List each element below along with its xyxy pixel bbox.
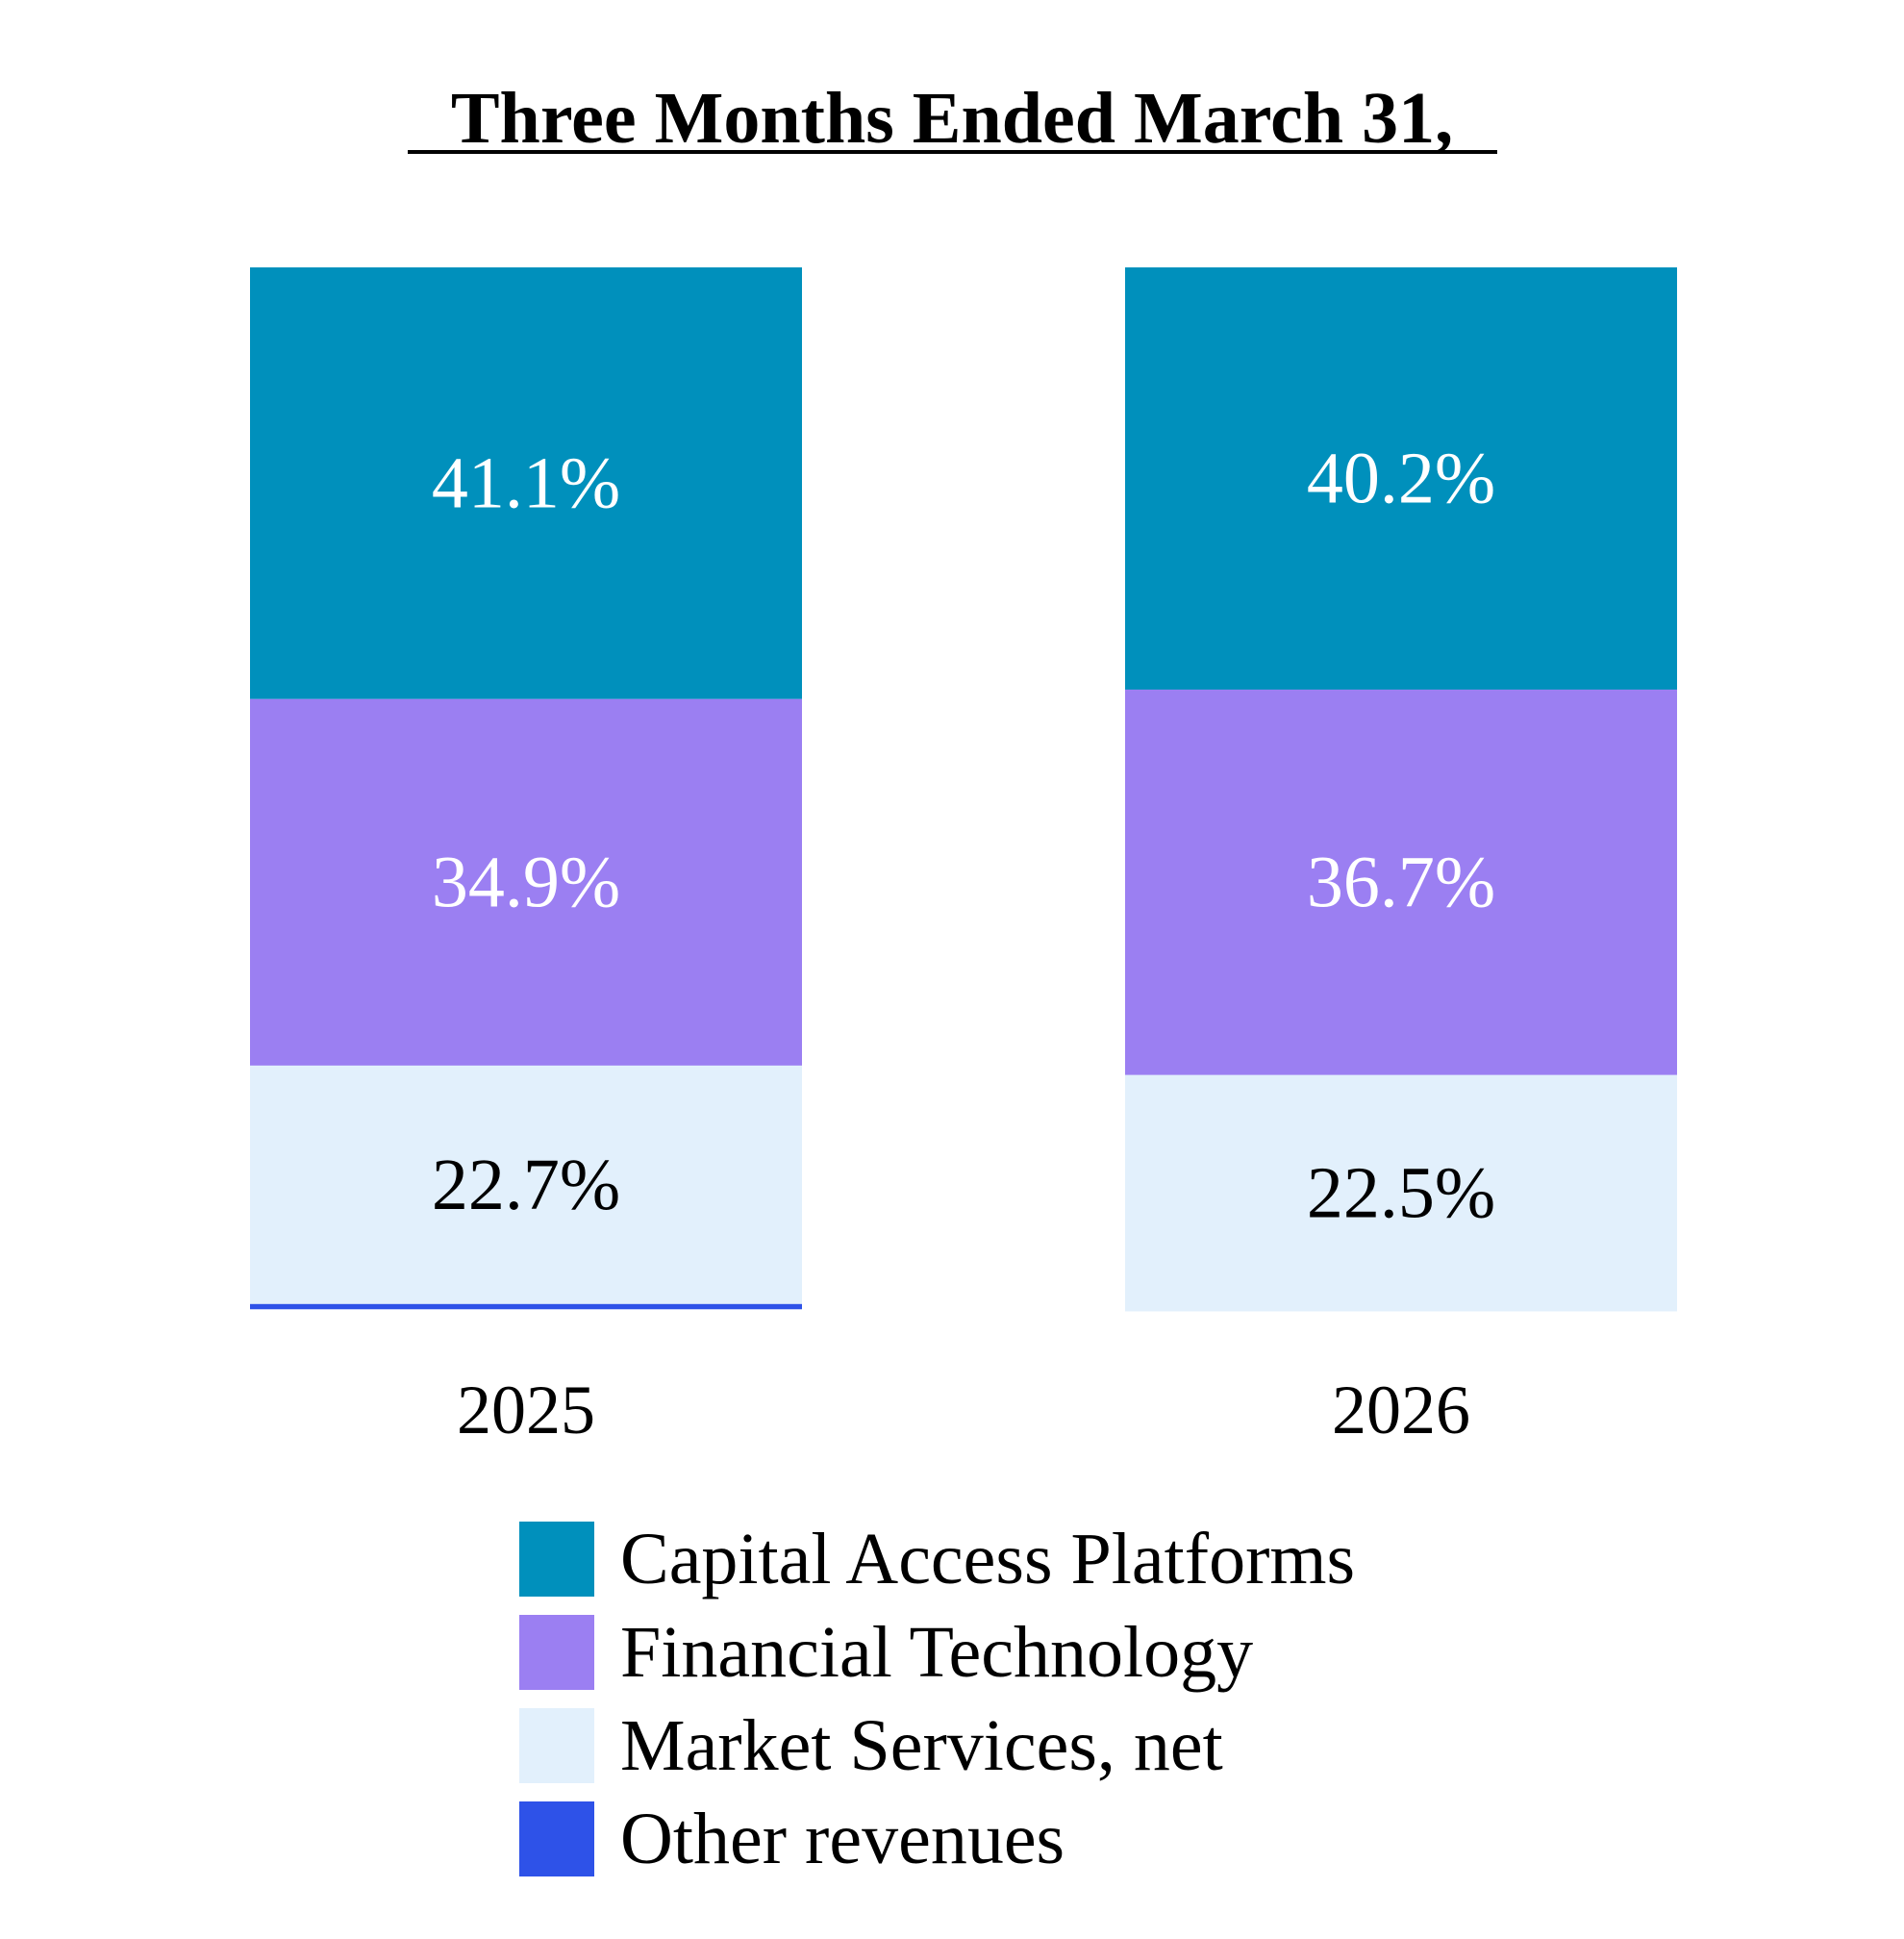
legend-swatch-other-revenues (519, 1801, 594, 1876)
x-tick-label-2025: 2025 (457, 1372, 595, 1448)
data-label-financial-technology-2025: 34.9% (432, 842, 620, 922)
legend-swatch-market-services-net (519, 1708, 594, 1783)
chart-title: Three Months Ended March 31, (451, 78, 1453, 159)
data-label-market-services-net-2025: 22.7% (432, 1145, 620, 1225)
legend-swatch-capital-access-platforms (519, 1522, 594, 1597)
legend: Capital Access Platforms Financial Techno… (519, 1519, 1355, 1879)
x-tick-label-2026: 2026 (1332, 1372, 1470, 1448)
legend-label-other-revenues: Other revenues (620, 1799, 1065, 1879)
bar-market-services-net-2026 (1125, 1074, 1677, 1312)
data-label-financial-technology-2026: 36.7% (1307, 842, 1495, 922)
legend-label-financial-technology: Financial Technology (620, 1612, 1253, 1693)
bar-financial-technology-2026 (1125, 689, 1677, 1075)
data-label-capital-access-platforms-2026: 40.2% (1307, 438, 1495, 518)
bar-financial-technology-2025 (250, 698, 802, 1066)
bar-other-revenues-2025 (250, 1303, 802, 1310)
bar-group: 41.1% 34.9% 22.7% 40.2% 36.7% 22.5% (250, 267, 1677, 1312)
bar-market-services-net-2025 (250, 1065, 802, 1304)
bar-capital-access-platforms-2026 (1125, 267, 1677, 690)
bar-capital-access-platforms-2025 (250, 267, 802, 699)
x-axis-ticks: 2025 2026 (457, 1372, 1470, 1448)
legend-label-capital-access-platforms: Capital Access Platforms (620, 1519, 1355, 1599)
legend-label-market-services-net: Market Services, net (620, 1705, 1223, 1786)
data-label-market-services-net-2026: 22.5% (1307, 1153, 1495, 1234)
legend-swatch-financial-technology (519, 1615, 594, 1690)
data-label-capital-access-platforms-2025: 41.1% (432, 442, 620, 523)
